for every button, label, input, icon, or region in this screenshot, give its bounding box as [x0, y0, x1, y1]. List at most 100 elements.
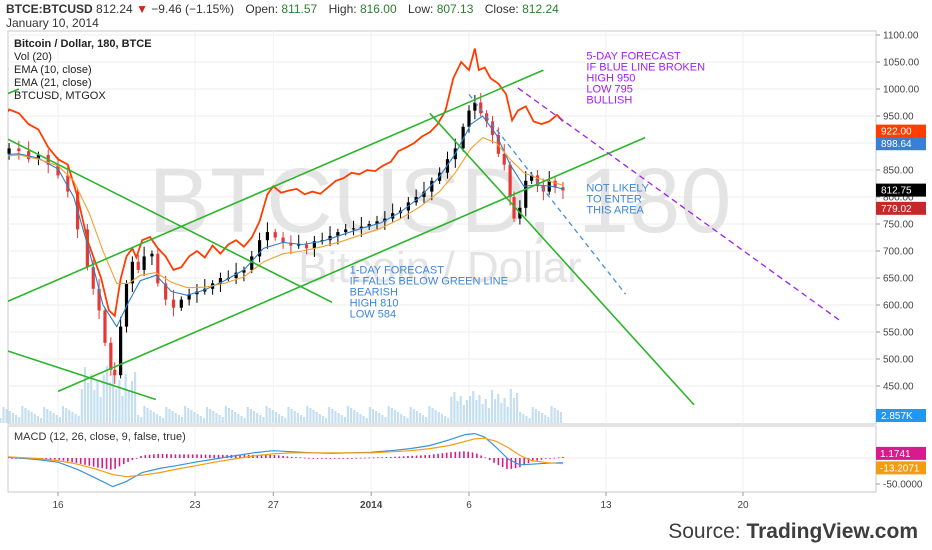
- candle-body: [171, 299, 176, 308]
- volume-bar: [246, 407, 249, 423]
- macd-histogram-bar: [450, 452, 452, 458]
- macd-histogram-bar: [234, 454, 237, 458]
- volume-bar: [30, 412, 33, 423]
- open-label: Open:: [245, 2, 279, 16]
- trendline-upper-channel: [8, 69, 544, 303]
- macd-histogram-bar: [342, 458, 345, 459]
- volume-bar: [90, 374, 93, 423]
- trendline-descending-bottom: [8, 350, 157, 401]
- volume-bar: [400, 414, 403, 423]
- trendline-upper-left-stub: [8, 88, 20, 95]
- volume-value-label: [876, 409, 926, 422]
- candle-body: [530, 175, 534, 181]
- candle-body: [336, 232, 340, 236]
- macd-histogram-bar: [527, 458, 530, 464]
- low-value: 807.13: [436, 2, 474, 16]
- macd-histogram-bar: [553, 457, 556, 459]
- series-ema-21-close-: [8, 136, 564, 289]
- volume-bar: [83, 367, 87, 423]
- y-tick-label: 550.00: [883, 328, 914, 339]
- volume-bar: [328, 407, 331, 423]
- volume-bar: [494, 399, 497, 423]
- volume-bar: [559, 412, 563, 423]
- candle-body: [359, 226, 363, 229]
- macd-histogram-bar: [213, 454, 215, 458]
- volume-bar: [71, 412, 74, 423]
- price-axis[interactable]: 1100.001050.001000.00950.00900.00850.008…: [876, 31, 926, 423]
- volume-bar: [425, 417, 428, 423]
- macd-indicator: -50.0000 1.1741 -13.2071: [8, 432, 926, 491]
- macd-histogram-bar: [415, 455, 418, 458]
- volume-bar: [27, 410, 30, 423]
- volume-bar: [21, 406, 24, 423]
- price-label-text: 779.02: [881, 204, 912, 215]
- macd-pane[interactable]: [7, 425, 877, 493]
- macd-histogram-bar: [209, 454, 211, 458]
- macd-histogram-bar: [8, 458, 9, 459]
- macd-histogram-bar: [174, 454, 177, 458]
- volume-bar: [403, 416, 406, 423]
- volume-bar: [271, 410, 274, 423]
- candle-body: [91, 267, 95, 289]
- candle-body: [508, 164, 512, 197]
- volume-bar: [133, 372, 137, 423]
- candle-body: [479, 102, 483, 114]
- volume-bar: [490, 390, 494, 423]
- candle-body: [281, 237, 285, 243]
- volume-bar: [331, 409, 334, 423]
- trendline-purple-forecast: [517, 87, 842, 322]
- y-tick-label: 450.00: [883, 382, 914, 393]
- candle-body: [142, 256, 146, 270]
- macd-histogram-bar: [488, 458, 491, 461]
- y-tick-label: 1100.00: [883, 31, 919, 42]
- volume-bar: [190, 410, 193, 423]
- annotation-1: NOT LIKELY TO ENTER THIS AREA: [586, 183, 649, 217]
- volume-bar: [465, 400, 469, 423]
- macd-histogram-bar: [286, 456, 289, 458]
- volume-bar: [315, 412, 318, 423]
- macd-histogram-bar: [532, 458, 534, 462]
- volume-bar: [459, 396, 462, 423]
- y-tick-label: 700.00: [883, 247, 914, 258]
- volume-bar: [324, 418, 328, 423]
- y-tick-label: 1050.00: [883, 58, 920, 69]
- volume-bar: [350, 408, 353, 423]
- macd-histogram-bar: [562, 456, 564, 458]
- trendline-blue-resistance: [468, 93, 627, 295]
- trendlines[interactable]: [0, 69, 842, 406]
- candle-body: [234, 272, 238, 278]
- candle-body: [218, 278, 223, 284]
- volume-bar: [550, 406, 553, 423]
- volume-bar: [306, 406, 309, 423]
- volume-bar: [531, 407, 534, 423]
- candle-body: [179, 299, 183, 308]
- volume-bar: [171, 411, 174, 423]
- volume-bar: [0, 418, 2, 423]
- candle-body: [250, 256, 254, 270]
- volume-bar: [240, 416, 243, 423]
- volume-bar: [155, 414, 159, 423]
- volume-bar: [165, 407, 168, 423]
- volume-bar: [450, 397, 453, 423]
- macd-histogram-bar: [260, 454, 263, 458]
- macd-histogram-bar: [75, 458, 78, 463]
- volume-bar: [434, 410, 437, 423]
- y-tick-label: 1000.00: [883, 85, 920, 96]
- macd-histogram-bar: [49, 458, 52, 460]
- volume-bar: [5, 409, 8, 423]
- time-axis[interactable]: 16 23 27 2014 6 13 20: [52, 492, 749, 511]
- volume-bar: [478, 395, 481, 423]
- volume-bar: [102, 375, 105, 423]
- macd-histogram-bar: [101, 458, 104, 469]
- volume-bar: [180, 417, 184, 423]
- price-label-779.02: [876, 201, 926, 215]
- volume-bar: [334, 411, 337, 423]
- series-btcusd-mtgox: [8, 48, 564, 318]
- volume-bar: [412, 409, 415, 423]
- volume-bar: [390, 408, 393, 423]
- volume-bar: [243, 418, 246, 423]
- macd-histogram-bar: [506, 458, 508, 469]
- macd-histogram-bar: [432, 454, 435, 458]
